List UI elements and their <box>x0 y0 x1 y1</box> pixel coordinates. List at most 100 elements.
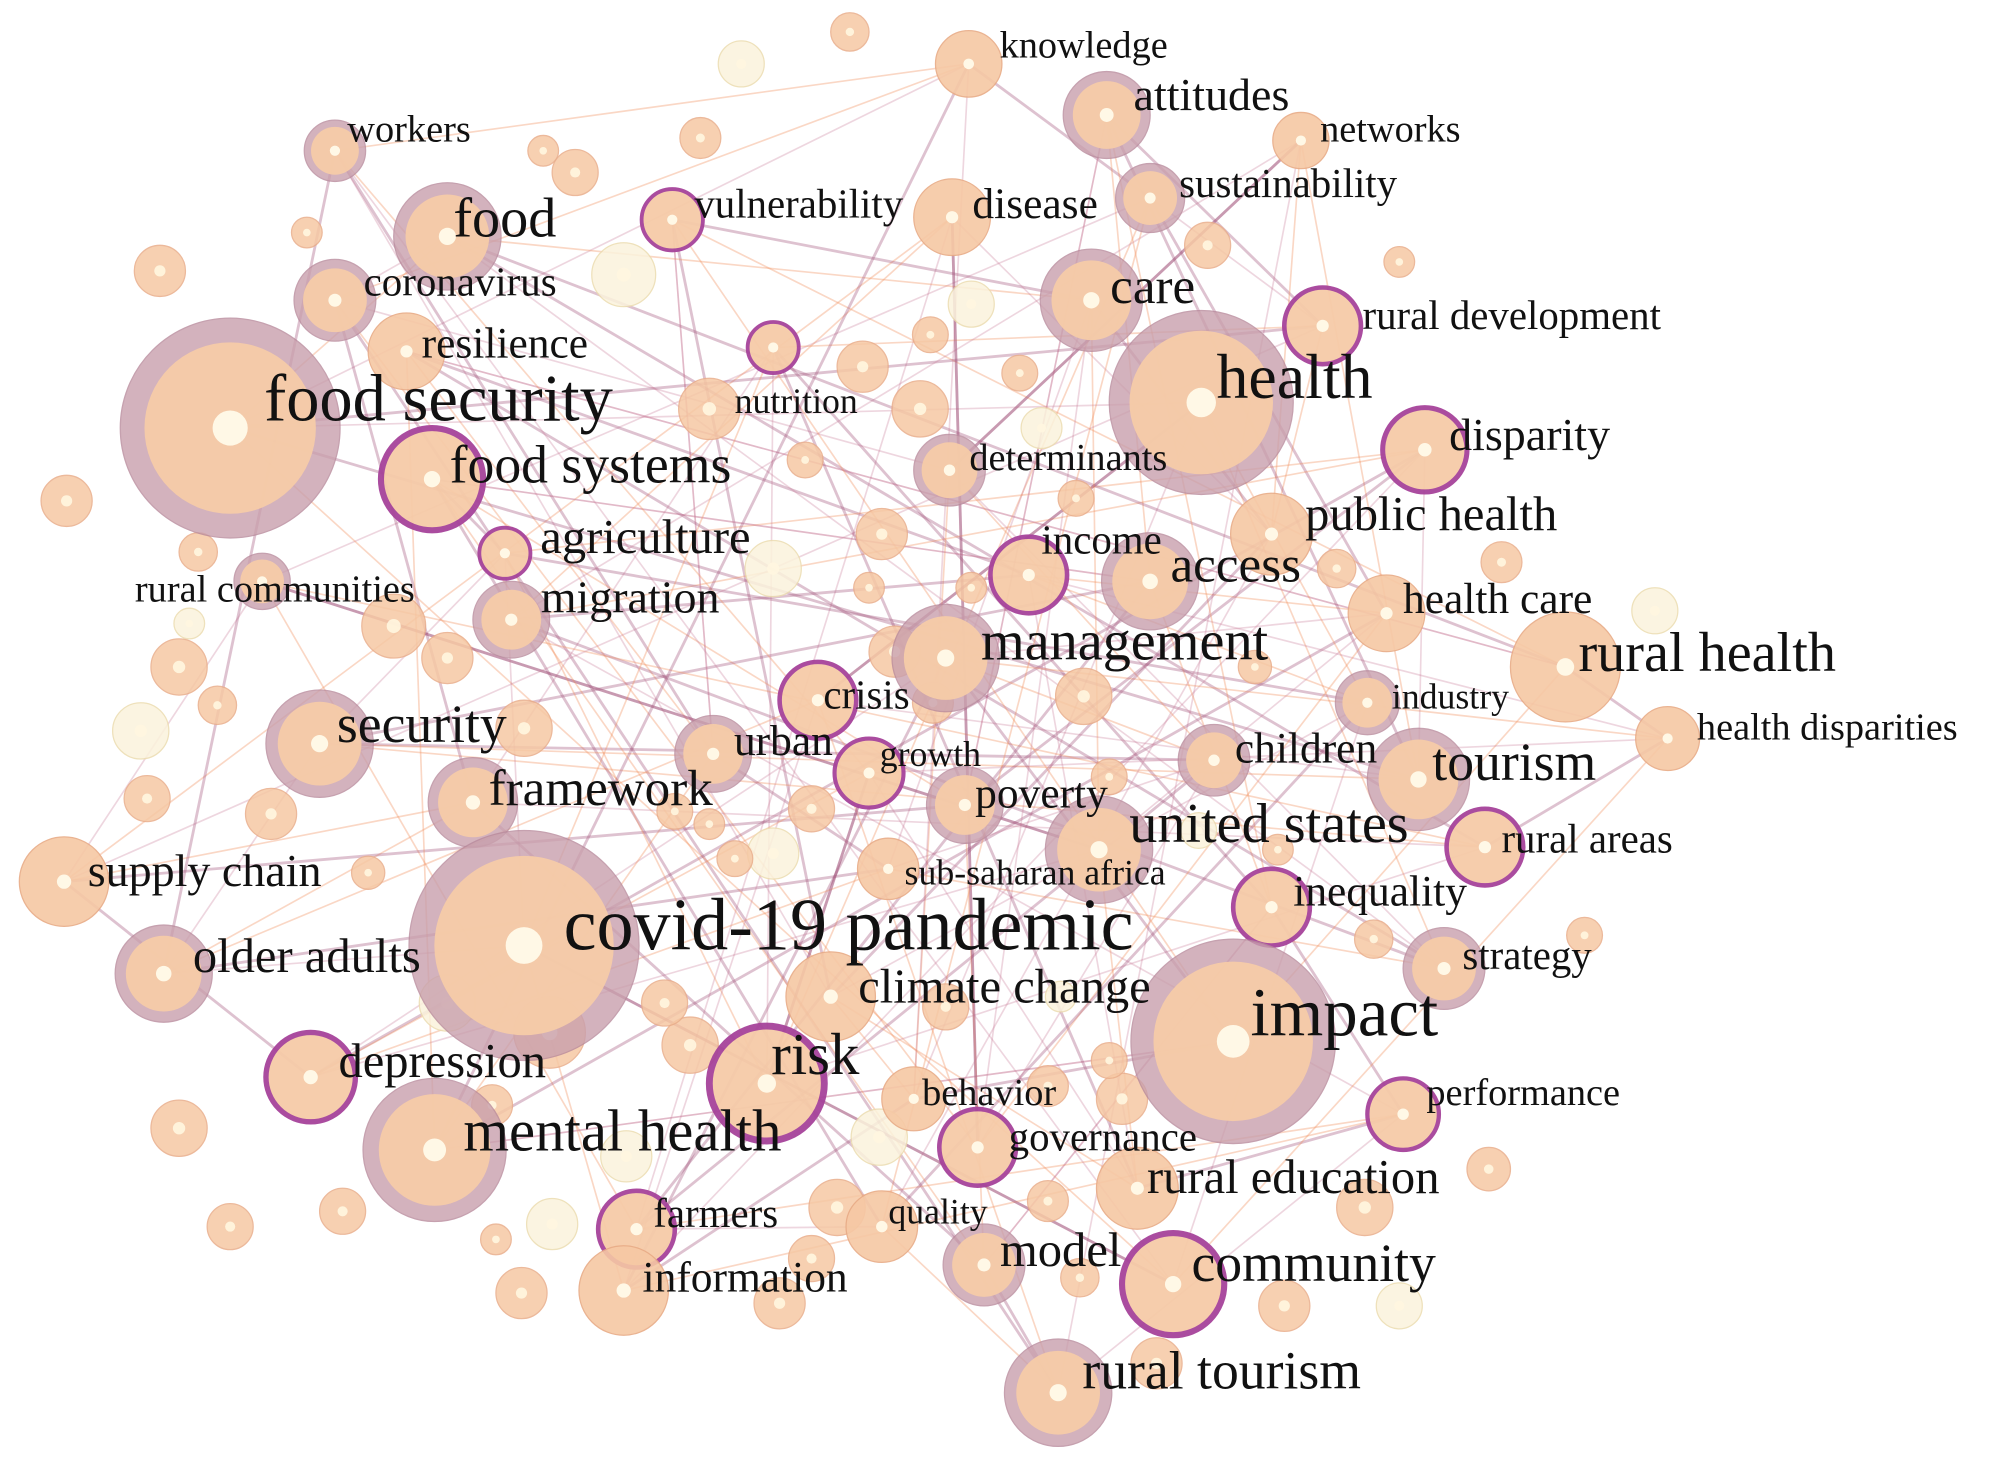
node-core <box>1049 1384 1067 1402</box>
node-core <box>873 1130 886 1144</box>
edge <box>1090 300 1100 850</box>
node-label: poverty <box>975 769 1108 817</box>
node-label: disease <box>972 180 1097 228</box>
node-core <box>172 660 186 674</box>
edge <box>229 63 970 429</box>
node-core <box>1251 663 1259 671</box>
edge <box>830 995 1138 1189</box>
node-label: climate change <box>858 960 1150 1014</box>
node-core <box>670 807 679 816</box>
edge <box>868 772 1139 1189</box>
node-core <box>134 724 147 738</box>
edge <box>1270 906 1405 1115</box>
node-label: workers <box>347 109 470 151</box>
node-core <box>1295 135 1307 146</box>
node-core <box>539 146 548 155</box>
edge <box>623 1113 1404 1292</box>
edge <box>1105 113 1324 327</box>
edge <box>319 742 1215 762</box>
node-core <box>423 1138 447 1162</box>
node-core <box>616 267 631 282</box>
node-label: supply chain <box>88 845 322 896</box>
edge <box>261 580 1486 848</box>
node-core <box>1043 1081 1053 1091</box>
node-label: food <box>453 188 556 250</box>
edge <box>976 612 1388 1148</box>
node-core <box>926 330 935 339</box>
node-core <box>830 1201 844 1214</box>
node-label: governance <box>1009 1114 1197 1159</box>
node-core <box>966 299 977 310</box>
edge <box>967 62 1151 200</box>
node-core <box>515 1287 528 1299</box>
node-core <box>265 808 277 820</box>
edge <box>671 218 1092 302</box>
node-core <box>1418 443 1432 457</box>
node-core <box>1022 568 1035 582</box>
edge <box>766 846 1486 1085</box>
node-core <box>616 1283 631 1298</box>
node-label: rural development <box>1362 293 1661 338</box>
edge <box>829 533 1273 998</box>
node-label: information <box>643 1254 848 1302</box>
edge <box>63 801 474 883</box>
edge <box>446 235 1486 849</box>
node-core <box>1580 931 1589 940</box>
node-label: knowledge <box>1000 24 1168 66</box>
node-label: rural areas <box>1501 817 1672 862</box>
node-label: rural tourism <box>1082 1340 1361 1400</box>
node-label: farmers <box>653 1191 778 1236</box>
node-core <box>1105 772 1114 781</box>
node-label: agriculture <box>540 510 750 564</box>
node-label: vulnerability <box>694 182 903 227</box>
node-core <box>1015 369 1024 378</box>
node-core <box>1208 754 1220 766</box>
node-core <box>1099 108 1114 122</box>
node-label: quality <box>888 1191 987 1231</box>
node-label: rural health <box>1578 622 1836 684</box>
edge <box>912 470 951 1099</box>
node-core <box>705 820 714 828</box>
node-core <box>1194 826 1203 835</box>
node-label: sustainability <box>1179 161 1398 206</box>
edge <box>1057 1113 1404 1394</box>
node-core <box>1144 192 1156 204</box>
node-core <box>1410 771 1427 788</box>
node-core <box>630 1223 643 1236</box>
node-core <box>823 989 838 1004</box>
node-core <box>546 1218 558 1230</box>
edge <box>888 868 1445 970</box>
node-core <box>1316 319 1329 332</box>
node-core <box>1056 992 1065 1001</box>
node-label: growth <box>880 734 981 774</box>
node-core <box>155 965 172 982</box>
node-label: security <box>337 694 507 754</box>
node-core <box>943 464 956 476</box>
edge <box>1136 1112 1404 1190</box>
node-core <box>683 1038 697 1052</box>
node-core <box>863 767 875 779</box>
node-core <box>1090 841 1108 859</box>
node-label: health disparities <box>1697 707 1958 749</box>
edge <box>945 612 1387 659</box>
edge <box>1300 140 1420 780</box>
node-core <box>773 1297 786 1309</box>
node-core <box>1130 1181 1144 1195</box>
edge <box>670 219 833 997</box>
node-core <box>1202 240 1213 251</box>
edge <box>511 573 1029 622</box>
node-core <box>1037 423 1047 433</box>
node-core <box>570 167 581 178</box>
node-core <box>142 793 153 804</box>
node-label: health care <box>1403 575 1592 623</box>
node-label: industry <box>1392 676 1509 716</box>
node-core <box>1142 573 1158 590</box>
node-core <box>465 795 481 810</box>
node-label: older adults <box>193 929 421 983</box>
node-core <box>1437 961 1451 976</box>
node-core <box>438 227 456 245</box>
node-core <box>620 1150 632 1162</box>
node-core <box>736 58 747 69</box>
node-label: children <box>1235 725 1378 773</box>
edge <box>1200 402 1445 969</box>
